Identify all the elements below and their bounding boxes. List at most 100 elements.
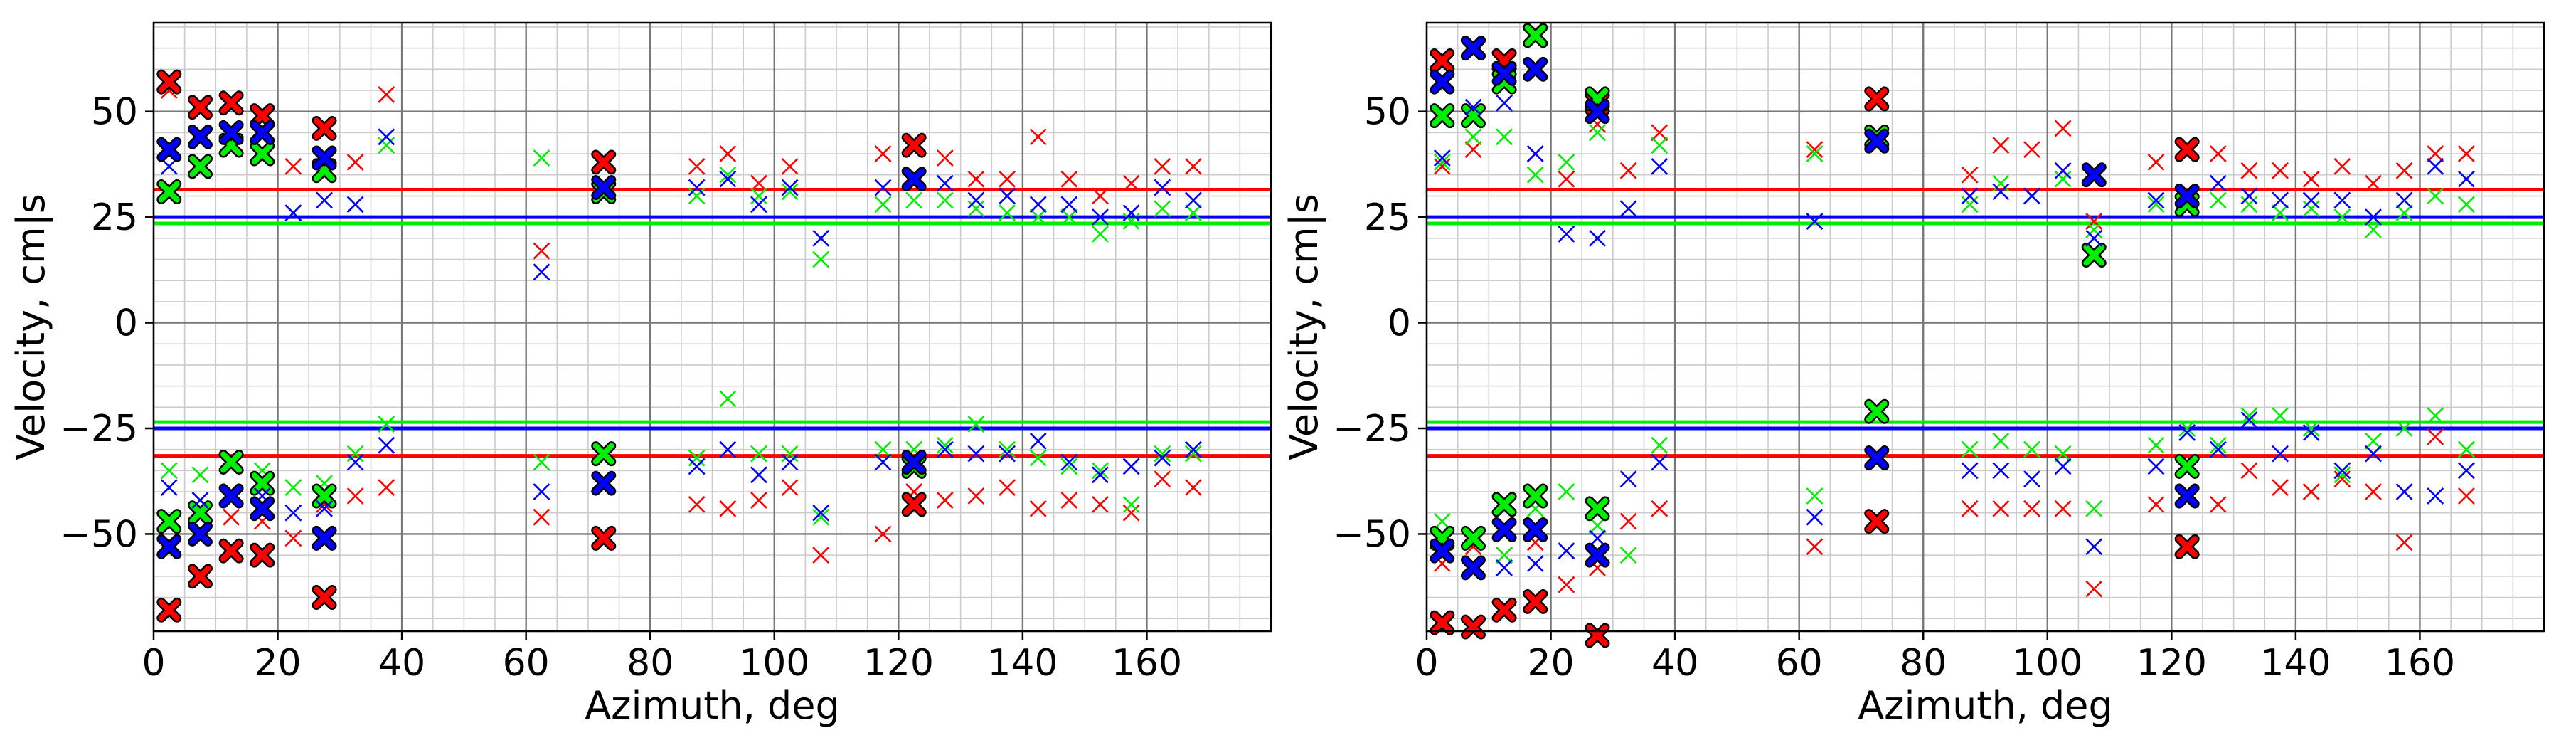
y-tick-label: −25	[60, 408, 138, 450]
point-red-bold	[314, 586, 336, 608]
point-blue	[1122, 458, 1140, 475]
y-tick-label: 25	[1364, 196, 1411, 239]
point-red-bold	[1431, 612, 1453, 634]
point-green-bold	[592, 443, 614, 465]
point-red	[2457, 145, 2475, 162]
point-red	[1806, 538, 1824, 556]
point-red-bold	[189, 565, 211, 587]
point-blue	[750, 466, 767, 484]
point-green	[719, 166, 737, 184]
point-green	[812, 508, 830, 526]
point-red	[2365, 483, 2382, 500]
point-green	[378, 137, 395, 154]
point-blue-bold	[2083, 164, 2105, 186]
point-green	[2365, 221, 2382, 238]
y-axis-label: Velocity, cm|s	[9, 194, 53, 460]
point-green	[2395, 204, 2413, 222]
point-red	[874, 525, 892, 543]
point-red-bold	[1494, 599, 1516, 621]
point-red	[781, 479, 799, 497]
point-blue	[1558, 542, 1575, 560]
point-green	[1992, 174, 2010, 192]
point-blue	[1184, 440, 1202, 458]
point-green	[533, 453, 550, 471]
point-blue	[2054, 458, 2072, 475]
point-blue	[781, 179, 799, 196]
point-green	[2240, 407, 2258, 425]
point-blue-bold	[903, 451, 925, 473]
point-red	[874, 145, 892, 162]
point-blue	[2427, 487, 2444, 505]
point-blue	[1496, 94, 1513, 112]
point-blue	[2302, 191, 2320, 209]
point-red	[2457, 487, 2475, 505]
point-green	[2209, 191, 2227, 209]
x-axis-label: Azimuth, deg	[585, 683, 840, 728]
point-green	[1558, 483, 1575, 500]
point-red	[2085, 580, 2103, 598]
point-blue	[936, 174, 954, 192]
point-blue	[2023, 187, 2040, 205]
point-green-bold	[1524, 24, 1546, 46]
point-blue-bold	[1587, 544, 1609, 566]
point-green	[1961, 440, 1979, 458]
point-red	[1122, 504, 1140, 522]
point-blue	[1526, 145, 1544, 162]
point-blue	[967, 445, 985, 463]
point-green	[936, 191, 954, 209]
point-red	[2333, 470, 2351, 488]
point-blue	[1092, 466, 1109, 484]
point-red	[1619, 162, 1637, 179]
point-red	[1184, 157, 1202, 175]
point-red	[2272, 162, 2289, 179]
point-green	[688, 449, 706, 467]
point-green	[1651, 436, 1668, 454]
point-blue	[874, 179, 892, 196]
point-blue	[2147, 458, 2165, 475]
point-red	[533, 508, 550, 526]
point-red	[2209, 495, 2227, 513]
point-green	[1433, 154, 1451, 171]
point-blue	[1092, 208, 1109, 226]
point-blue	[1184, 191, 1202, 209]
point-red	[2054, 500, 2072, 517]
point-green	[1496, 128, 1513, 146]
x-tick-label: 40	[1651, 642, 1698, 685]
x-tick-label: 20	[1527, 642, 1574, 685]
point-green-bold	[158, 510, 180, 532]
point-red	[999, 479, 1016, 497]
point-green-bold	[1494, 493, 1516, 515]
plot-frame	[152, 21, 1272, 633]
point-green-bold	[189, 502, 211, 524]
point-red	[936, 149, 954, 167]
point-green	[1029, 208, 1047, 226]
point-green	[1092, 462, 1109, 480]
point-green	[874, 196, 892, 213]
point-green	[2457, 440, 2475, 458]
point-blue	[2085, 229, 2103, 247]
point-green-bold	[1866, 401, 1888, 423]
point-blue-bold	[1494, 519, 1516, 541]
point-red	[719, 500, 737, 517]
point-red	[2023, 500, 2040, 517]
point-blue-bold	[189, 523, 211, 545]
point-green-bold	[2176, 455, 2198, 477]
point-green	[905, 191, 923, 209]
point-blue	[967, 191, 985, 209]
y-tick-label: −50	[1333, 513, 1411, 556]
point-green	[2085, 221, 2103, 238]
point-blue	[160, 157, 178, 175]
point-blue	[1060, 453, 1078, 471]
point-green	[1589, 124, 1606, 142]
point-green	[781, 445, 799, 463]
point-red	[936, 492, 954, 509]
point-red	[284, 157, 302, 175]
point-green	[999, 440, 1016, 458]
x-tick-label: 140	[2260, 642, 2331, 685]
point-blue	[812, 229, 830, 247]
point-green-bold	[251, 472, 273, 495]
point-blue	[1961, 462, 1979, 480]
point-green	[1184, 445, 1202, 463]
point-blue	[874, 453, 892, 471]
point-green	[2457, 196, 2475, 213]
